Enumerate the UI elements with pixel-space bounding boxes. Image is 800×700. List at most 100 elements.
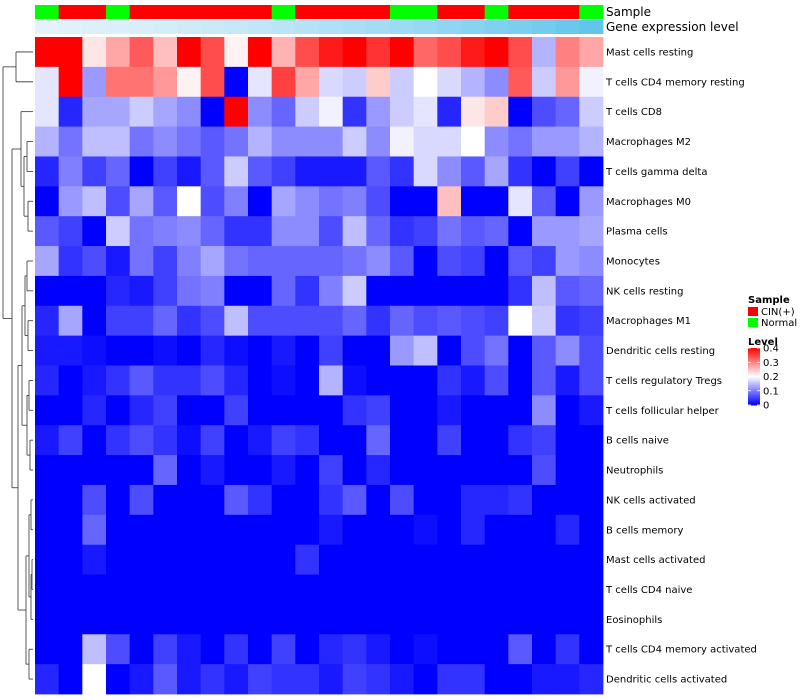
sample-annotation-cell [508, 5, 533, 19]
heatmap-cell [82, 335, 107, 366]
heatmap-cell [555, 335, 580, 366]
heatmap-cell [484, 186, 509, 217]
heatmap-cell [200, 335, 225, 366]
legend-gradient-step [748, 386, 760, 389]
heatmap-cell [366, 455, 391, 486]
heatmap-cell [508, 484, 533, 516]
heatmap-cell [555, 66, 580, 98]
heatmap-cell [342, 514, 367, 546]
row-label: Mast cells resting [606, 47, 693, 58]
heatmap-cell [437, 664, 462, 695]
heatmap-cell [224, 186, 249, 217]
sample-annotation-cell [129, 5, 154, 19]
heatmap-cell [461, 484, 486, 516]
legend-gradient-step [748, 349, 760, 352]
heatmap-cell [271, 275, 296, 307]
heatmap-cell [200, 664, 225, 695]
heatmap-cell [200, 305, 225, 337]
heatmap-cell [248, 514, 273, 546]
row-label: T cells CD4 naive [605, 585, 692, 596]
heatmap-cell [484, 305, 509, 337]
heatmap-cell [437, 395, 462, 426]
heatmap-cell [153, 216, 178, 247]
heatmap-cell [271, 455, 296, 486]
heatmap-cell [295, 126, 320, 157]
heatmap-cell [82, 275, 107, 307]
heatmap-cell [366, 96, 391, 127]
heatmap-cell [153, 96, 178, 127]
heatmap-cell [58, 365, 83, 396]
heatmap-cell [82, 574, 107, 605]
heatmap-cell [106, 305, 131, 337]
heatmap-cell [129, 514, 154, 546]
heatmap-cell [390, 604, 415, 635]
heatmap-cell [508, 186, 533, 217]
heatmap-cell [555, 574, 580, 605]
heatmap-cell [555, 126, 580, 157]
heatmap-cell [271, 514, 296, 546]
heatmap-cell [153, 335, 178, 366]
row-dendrogram [2, 51, 33, 680]
heatmap-cell [177, 514, 202, 546]
row-label: NK cells activated [606, 495, 696, 506]
heatmap-cell [390, 66, 415, 98]
heatmap-cell [248, 37, 273, 68]
heatmap-cell [579, 514, 604, 546]
heatmap-cell [508, 335, 533, 366]
heatmap-cell [248, 275, 273, 307]
heatmap-cell [271, 425, 296, 456]
heatmap-cell [58, 216, 83, 247]
heatmap-cell [295, 186, 320, 217]
sample-annotation-cell [106, 5, 131, 19]
expression-annotation-cell [58, 20, 83, 34]
heatmap-cell [413, 186, 438, 217]
legend-gradient-step [748, 389, 760, 392]
heatmap-cell [58, 604, 83, 635]
heatmap-cell [390, 634, 415, 665]
heatmap-cell [366, 514, 391, 546]
heatmap-cell [295, 156, 320, 187]
heatmap-cell [224, 395, 249, 426]
heatmap-cell [437, 634, 462, 665]
heatmap-cell [200, 37, 225, 68]
heatmap-cell [106, 216, 131, 247]
heatmap-cell [484, 156, 509, 187]
expression-annotation-cell [153, 20, 178, 34]
heatmap-cell [82, 365, 107, 396]
expression-annotation-cell [484, 20, 509, 34]
heatmap-cell [248, 216, 273, 247]
expression-annotation-cell [319, 20, 344, 34]
heatmap-cell [58, 96, 83, 127]
expression-annotation-cell [129, 20, 154, 34]
heatmap-cell [248, 246, 273, 277]
heatmap-cell [508, 634, 533, 665]
heatmap-cell [532, 604, 557, 635]
heatmap-cell [224, 664, 249, 695]
heatmap-cell [35, 305, 60, 337]
heatmap-cell [437, 335, 462, 366]
heatmap-cell [129, 96, 154, 127]
heatmap-cell [248, 126, 273, 157]
legend-gradient-step [748, 382, 760, 385]
heatmap-cell [484, 514, 509, 546]
heatmap-cell [224, 126, 249, 157]
expression-annotation-cell [579, 20, 604, 34]
heatmap-cell [35, 156, 60, 187]
heatmap-cell [177, 66, 202, 98]
heatmap-cell [390, 514, 415, 546]
heatmap-cell [390, 96, 415, 127]
heatmap-cell [224, 96, 249, 127]
heatmap-cell [437, 574, 462, 605]
heatmap-cell [224, 514, 249, 546]
heatmap-cell [508, 425, 533, 456]
sample-annotation-track [35, 5, 604, 19]
heatmap-cell [342, 126, 367, 157]
heatmap-cell [555, 544, 580, 575]
expression-annotation-cell [271, 20, 296, 34]
heatmap-cell [58, 484, 83, 516]
heatmap-cell [342, 156, 367, 187]
heatmap-cell [106, 514, 131, 546]
heatmap-cell [58, 425, 83, 456]
heatmap-cell [200, 634, 225, 665]
legend-gradient-step [748, 383, 760, 386]
